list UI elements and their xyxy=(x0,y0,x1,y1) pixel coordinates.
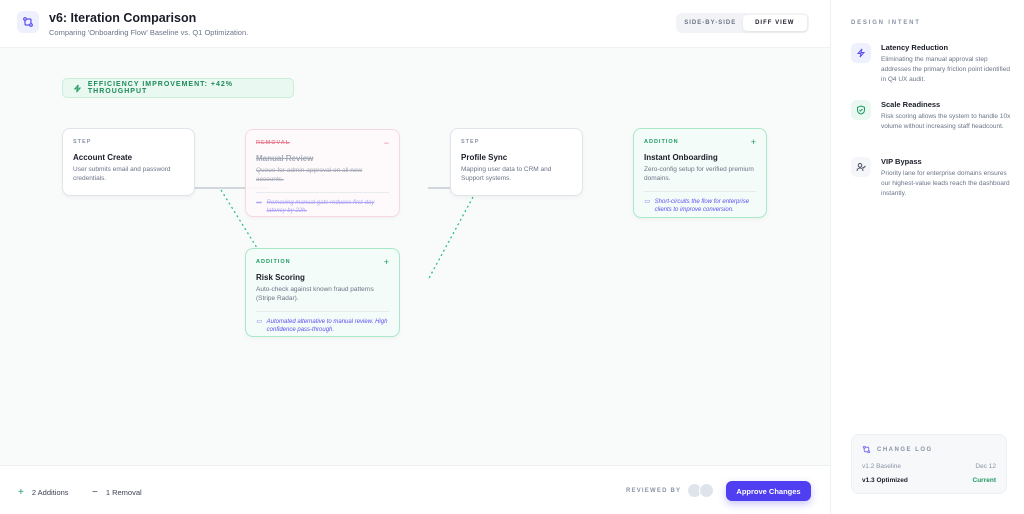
tab-side-by-side[interactable]: SIDE-BY-SIDE xyxy=(684,20,737,26)
additions-label: 2 Additions xyxy=(31,488,69,497)
efficiency-banner: EFFICIENCY IMPROVEMENT: +42% THROUGHPUT xyxy=(62,78,294,98)
card-account-create[interactable]: STEP Account Create User submits email a… xyxy=(62,128,195,196)
card-tag: REMOVAL xyxy=(256,140,291,146)
note-text: Automated alternative to manual review. … xyxy=(266,318,388,334)
plus-icon: + xyxy=(18,487,24,498)
comment-icon: ▭ xyxy=(256,318,262,325)
card-risk-scoring[interactable]: ADDITION + Risk Scoring Auto-check again… xyxy=(245,248,400,337)
comment-icon: ▭ xyxy=(256,199,262,206)
view-toggle: SIDE-BY-SIDE DIFF VIEW xyxy=(676,13,809,33)
intent-vip-bypass: VIP Bypass Priority lane for enterprise … xyxy=(851,157,1016,198)
sidebar-heading: DESIGN INTENT xyxy=(851,20,921,26)
flow-connectors xyxy=(194,187,474,281)
plus-icon: + xyxy=(750,137,756,147)
intent-latency-reduction: Latency Reduction Eliminating the manual… xyxy=(851,43,1016,84)
change-log-entry[interactable]: v1.2 Baseline Dec 12 xyxy=(862,463,996,470)
entry-status: Current xyxy=(972,477,996,484)
intent-desc: Eliminating the manual approval step add… xyxy=(881,56,1010,83)
card-profile-sync[interactable]: STEP Profile Sync Mapping user data to C… xyxy=(450,128,583,196)
shield-check-icon xyxy=(851,100,871,120)
card-instant-onboarding[interactable]: ADDITION + Instant Onboarding Zero-confi… xyxy=(633,128,767,218)
card-title: Manual Review xyxy=(256,154,314,163)
card-note: ▭ Removing manual gate reduces first-day … xyxy=(256,191,389,216)
change-log: CHANGE LOG v1.2 Baseline Dec 12 v1.3 Opti… xyxy=(851,434,1007,494)
change-log-header: CHANGE LOG xyxy=(862,445,933,454)
git-compare-icon xyxy=(862,445,871,454)
avatar[interactable] xyxy=(699,483,714,498)
page-title: v6: Iteration Comparison xyxy=(49,11,197,25)
card-desc: Zero-config setup for verified premium d… xyxy=(644,166,754,182)
card-desc: Queue for admin approval on all new acco… xyxy=(256,167,363,183)
card-desc: User submits email and password credenti… xyxy=(73,166,171,182)
page-subtitle: Comparing 'Onboarding Flow' Baseline vs.… xyxy=(49,28,249,37)
lightning-icon xyxy=(73,84,82,92)
minus-icon: − xyxy=(383,138,389,148)
card-tag: ADDITION xyxy=(256,259,291,265)
card-title: Instant Onboarding xyxy=(644,153,718,162)
card-manual-review[interactable]: REMOVAL − Manual Review Queue for admin … xyxy=(245,129,400,217)
intent-desc: Risk scoring allows the system to handle… xyxy=(881,113,1011,130)
git-compare-icon xyxy=(17,11,39,33)
additions-count: +2 Additions xyxy=(18,487,69,498)
lightning-icon xyxy=(851,43,871,63)
intent-desc: Priority lane for enterprise domains ens… xyxy=(881,170,1010,197)
approve-changes-button[interactable]: Approve Changes xyxy=(726,481,811,501)
entry-date: Dec 12 xyxy=(975,463,996,470)
note-text: Removing manual gate reduces first-day l… xyxy=(266,199,375,215)
card-tag: STEP xyxy=(73,139,92,145)
reviewed-by-label: REVIEWED BY xyxy=(626,488,682,494)
card-title: Account Create xyxy=(73,153,133,162)
note-text: Short-circuits the flow for enterprise c… xyxy=(654,198,750,214)
banner-text: EFFICIENCY IMPROVEMENT: +42% THROUGHPUT xyxy=(87,81,234,95)
card-tag: ADDITION xyxy=(644,139,679,145)
header: v6: Iteration Comparison Comparing 'Onbo… xyxy=(0,0,830,48)
comment-icon: ▭ xyxy=(644,198,650,205)
card-tag: STEP xyxy=(461,139,480,145)
card-desc: Auto-check against known fraud patterns … xyxy=(256,286,374,302)
intent-scale-readiness: Scale Readiness Risk scoring allows the … xyxy=(851,100,1016,132)
intent-title: Latency Reduction xyxy=(881,43,949,52)
entry-version: v1.3 Optimized xyxy=(862,477,908,484)
change-log-title: CHANGE LOG xyxy=(877,446,933,453)
card-title: Profile Sync xyxy=(461,153,508,162)
user-check-icon xyxy=(851,157,871,177)
removals-label: 1 Removal xyxy=(105,488,142,497)
sidebar: DESIGN INTENT Latency Reduction Eliminat… xyxy=(830,0,1024,514)
card-note: ▭ Short-circuits the flow for enterprise … xyxy=(644,190,756,215)
entry-version: v1.2 Baseline xyxy=(862,463,902,470)
plus-icon: + xyxy=(383,257,389,267)
main-area: v6: Iteration Comparison Comparing 'Onbo… xyxy=(0,0,830,514)
intent-title: Scale Readiness xyxy=(881,100,941,109)
intent-title: VIP Bypass xyxy=(881,157,922,166)
addition-connector xyxy=(427,196,474,281)
removals-count: −1 Removal xyxy=(92,487,142,498)
card-desc: Mapping user data to CRM and Support sys… xyxy=(461,166,552,182)
tab-diff-view[interactable]: DIFF VIEW xyxy=(742,15,807,31)
card-note: ▭ Automated alternative to manual review.… xyxy=(256,310,389,335)
footer: +2 Additions −1 Removal REVIEWED BY Appr… xyxy=(0,465,830,514)
card-title: Risk Scoring xyxy=(256,273,305,282)
change-log-entry[interactable]: v1.3 Optimized Current xyxy=(862,477,996,484)
minus-icon: − xyxy=(92,487,98,498)
